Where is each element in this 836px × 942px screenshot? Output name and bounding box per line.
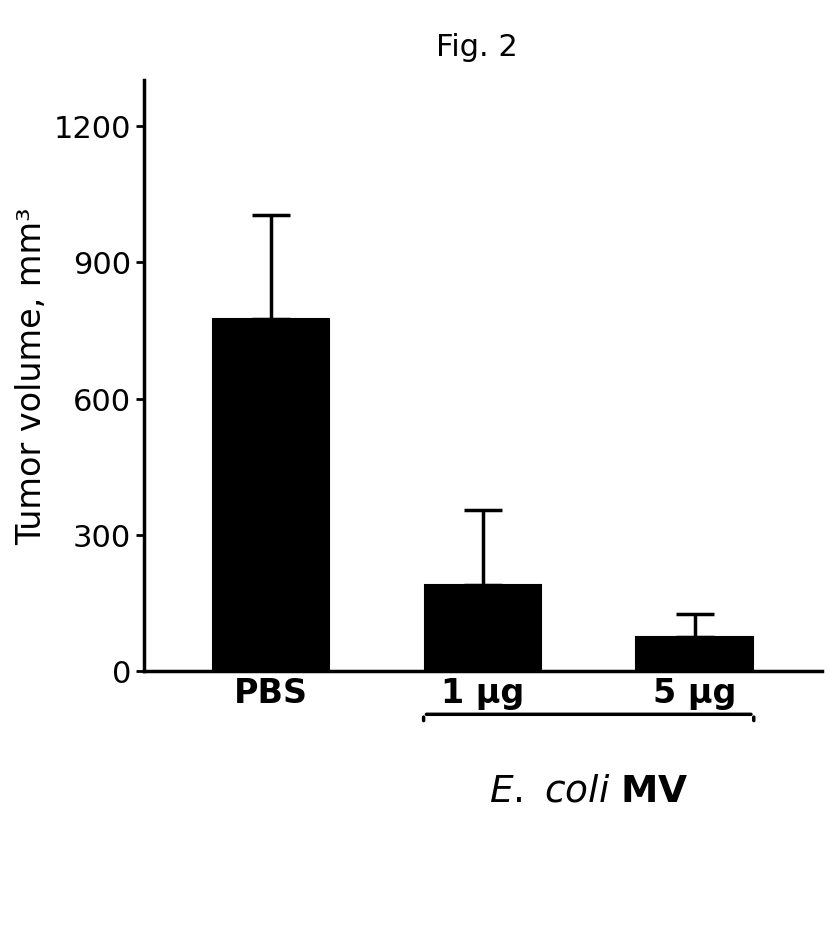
Text: Fig. 2: Fig. 2 <box>436 33 517 62</box>
Bar <box>425 585 541 672</box>
Text: $\mathit{E.\ coli}$$\mathbf{\ MV}$: $\mathit{E.\ coli}$$\mathbf{\ MV}$ <box>488 773 688 809</box>
Y-axis label: Tumor volume, mm³: Tumor volume, mm³ <box>15 207 48 544</box>
Bar <box>636 637 752 672</box>
Bar <box>213 319 329 672</box>
